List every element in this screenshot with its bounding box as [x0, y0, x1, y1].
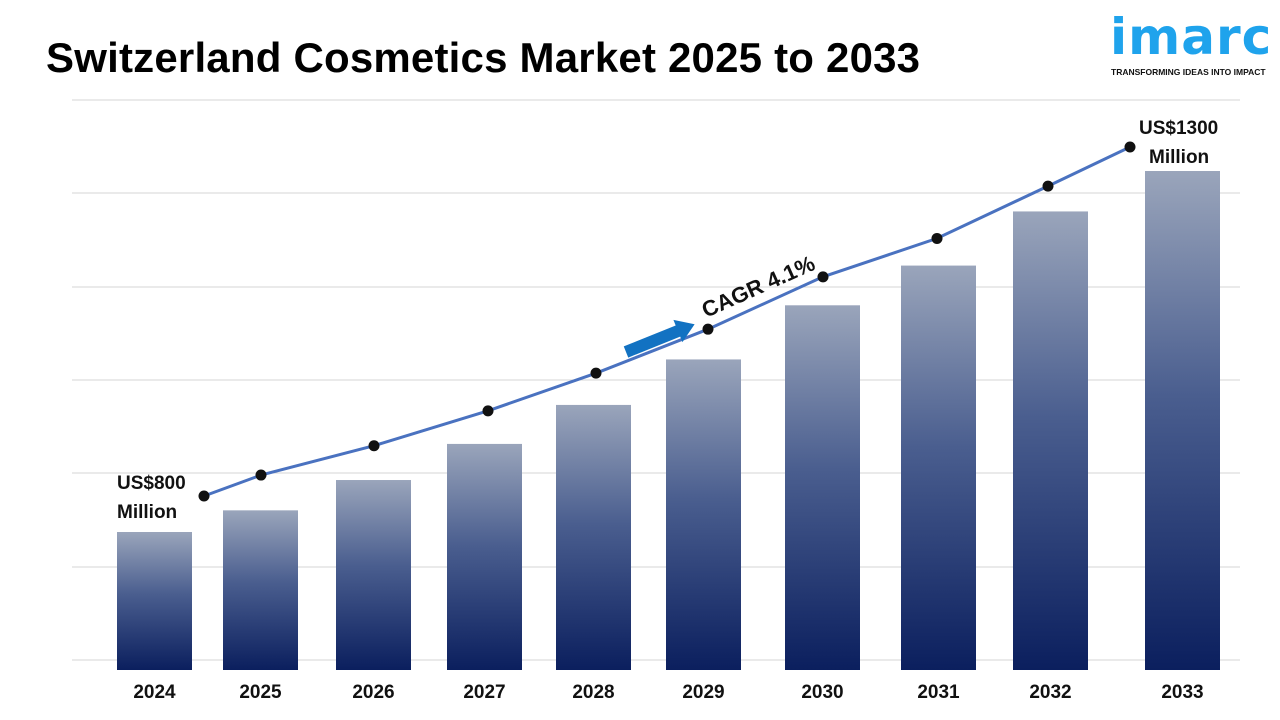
trend-point-2027 [482, 405, 494, 417]
x-tick-label: 2031 [917, 682, 960, 703]
x-tick-label: 2033 [1161, 682, 1203, 703]
chart-title: Switzerland Cosmetics Market 2025 to 203… [46, 34, 921, 81]
trend-point-2029 [702, 323, 714, 335]
bar-2032 [1013, 211, 1088, 670]
trend-point-2031 [931, 232, 943, 244]
trend-point-2028 [590, 367, 602, 379]
x-axis-tick-labels: 2024 2025 2026 2027 2028 2029 2030 2031 2032 2033 [133, 682, 1203, 703]
logo-wordmark: imarc [1110, 8, 1273, 66]
bar-2024 [117, 532, 192, 670]
bar-2028 [556, 404, 631, 670]
trend-point-2026 [368, 440, 380, 452]
trend-point-2033 [1124, 141, 1136, 153]
trend-points [198, 141, 1136, 502]
bars [117, 171, 1220, 670]
x-tick-label: 2028 [572, 682, 614, 703]
trend-point-2030 [817, 271, 829, 283]
cagr-arrow-icon [623, 319, 695, 358]
bar-2033 [1145, 171, 1220, 670]
imarc-logo: imarc TRANSFORMING IDEAS INTO IMPACT [1108, 4, 1278, 84]
x-tick-label: 2026 [352, 682, 394, 703]
bar-2031 [901, 265, 976, 670]
x-tick-label: 2027 [463, 682, 505, 703]
logo-tagline: TRANSFORMING IDEAS INTO IMPACT [1111, 67, 1266, 77]
trend-point-2025 [255, 469, 267, 481]
trend-line [203, 145, 1131, 498]
bar-2027 [447, 443, 522, 670]
trend-point-2032 [1042, 180, 1054, 192]
start-unit-label: Million [117, 502, 177, 523]
x-tick-label: 2029 [682, 682, 724, 703]
bar-2029 [666, 359, 741, 670]
bar-2026 [336, 480, 411, 670]
trend-point-2024 [198, 490, 210, 502]
x-tick-label: 2032 [1029, 682, 1071, 703]
x-tick-label: 2025 [239, 682, 282, 703]
start-value-label: US$800 [117, 473, 186, 494]
end-value-label: US$1300 [1139, 118, 1218, 139]
x-tick-label: 2024 [133, 682, 176, 703]
bar-2025 [223, 510, 298, 670]
end-unit-label: Million [1149, 147, 1209, 168]
bar-2030 [785, 305, 860, 670]
x-tick-label: 2030 [801, 682, 843, 703]
